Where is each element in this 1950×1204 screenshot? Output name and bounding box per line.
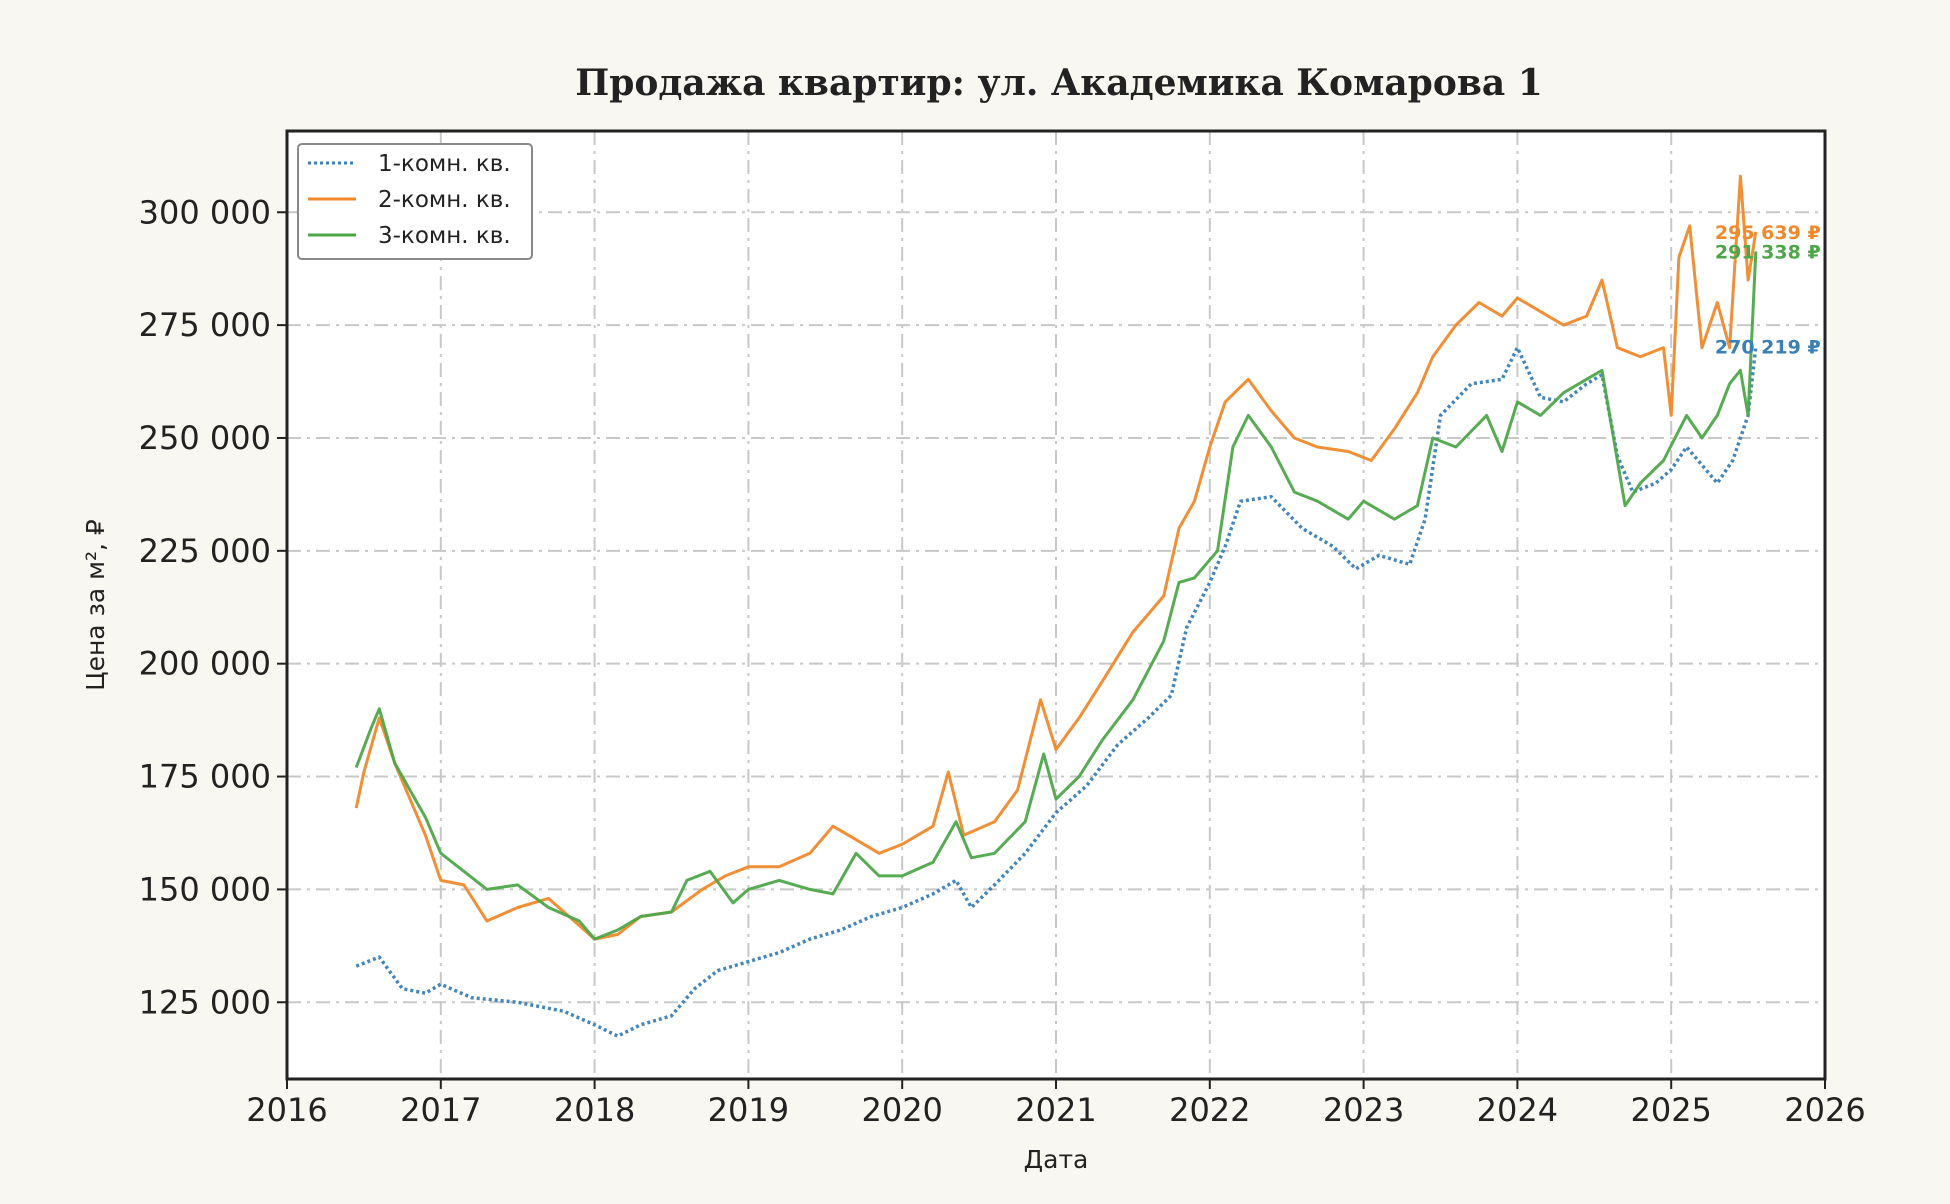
series-end-label: 270 219 ₽ <box>1715 337 1821 359</box>
x-tick-label: 2019 <box>708 1091 789 1129</box>
series-line <box>354 174 1758 941</box>
series-end-label: 295 639 ₽ <box>1715 222 1821 244</box>
y-tick-label: 150 000 <box>139 870 271 908</box>
x-axis-label: Дата <box>1024 1145 1089 1174</box>
y-tick-label: 250 000 <box>139 419 271 457</box>
y-axis-label: Цена за м², ₽ <box>81 519 110 691</box>
legend-box <box>297 143 533 260</box>
y-tick-label: 200 000 <box>139 645 271 683</box>
y-tick-label: 300 000 <box>139 193 271 231</box>
y-tick-label: 175 000 <box>139 758 271 796</box>
y-tick-label: 225 000 <box>139 532 271 570</box>
legend-label: 3-комн. кв. <box>378 223 511 249</box>
series-end-label: 291 338 ₽ <box>1715 241 1821 263</box>
x-tick-label: 2022 <box>1169 1091 1250 1129</box>
x-tick-label: 2017 <box>400 1091 481 1129</box>
chart-title: Продажа квартир: ул. Академика Комарова … <box>575 62 1543 104</box>
legend-label: 2-комн. кв. <box>378 187 511 213</box>
series-layer <box>354 174 1758 1038</box>
legend: 1-комн. кв. 2-комн. кв. 3-комн. кв. <box>297 143 533 260</box>
x-tick-label: 2024 <box>1477 1091 1558 1129</box>
x-tick-label: 2018 <box>554 1091 635 1129</box>
x-tick-label: 2016 <box>246 1091 327 1129</box>
legend-label: 1-комн. кв. <box>378 151 511 177</box>
x-tick-label: 2026 <box>1784 1091 1865 1129</box>
x-tick-label: 2023 <box>1323 1091 1404 1129</box>
axis-ticks: 2016 2017 2018 2019 2020 2021 2022 2023 2024 2025… <box>139 193 1866 1129</box>
x-tick-label: 2020 <box>861 1091 942 1129</box>
y-tick-label: 125 000 <box>139 983 271 1021</box>
x-tick-label: 2025 <box>1630 1091 1711 1129</box>
series-line <box>354 251 1758 941</box>
end-labels: 270 219 ₽ 295 639 ₽291 338 ₽ <box>1715 222 1821 359</box>
y-tick-label: 275 000 <box>139 306 271 344</box>
x-tick-label: 2021 <box>1015 1091 1096 1129</box>
